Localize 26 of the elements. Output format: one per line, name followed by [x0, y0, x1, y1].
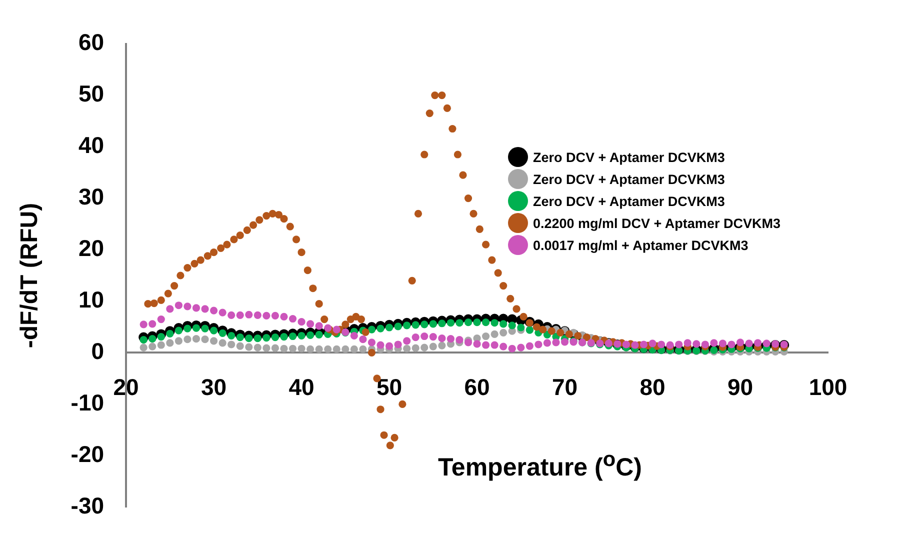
x-tick-label: 30 [200, 374, 227, 400]
legend-label: 0.0017 mg/ml + Aptamer DCVKM3 [533, 238, 748, 252]
x-tick-label: 90 [727, 374, 754, 400]
x-tick-label: 20 [113, 374, 139, 400]
y-tick-label: 20 [78, 235, 104, 262]
y-tick-label: -10 [70, 390, 104, 416]
x-tick-label: 80 [640, 374, 666, 400]
legend-label: Zero DCV + Aptamer DCVKM3 [533, 172, 725, 186]
x-tick-label: 100 [808, 374, 848, 400]
y-tick-label: -30 [70, 492, 104, 519]
y-tick-label: 10 [78, 286, 104, 313]
y-tick-label: 40 [78, 132, 104, 158]
legend-label: Zero DCV + Aptamer DCVKM3 [533, 194, 725, 208]
legend-label: Zero DCV + Aptamer DCVKM3 [533, 150, 725, 164]
x-tick-label: 40 [288, 374, 314, 400]
y-tick-label: 0 [91, 338, 104, 364]
legend-label: 0.2200 mg/ml DCV + Aptamer DCVKM3 [533, 216, 780, 230]
y-tick-label: -20 [70, 441, 104, 468]
x-axis-title: Temperature ($^{o}$C) [438, 448, 642, 482]
x-tick-label: 70 [552, 374, 578, 400]
x-tick-label: 50 [376, 374, 402, 400]
y-tick-label: 60 [78, 29, 104, 56]
y-tick-label: 30 [78, 184, 104, 210]
y-tick-label: 50 [78, 80, 104, 107]
y-axis-title: -dF/dT (RFU) [16, 202, 44, 348]
x-tick-label: 60 [464, 374, 490, 400]
